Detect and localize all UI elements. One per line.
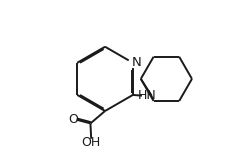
Text: N: N (131, 56, 141, 69)
Text: HN: HN (137, 89, 156, 102)
Text: OH: OH (81, 136, 100, 149)
Text: O: O (68, 112, 78, 126)
